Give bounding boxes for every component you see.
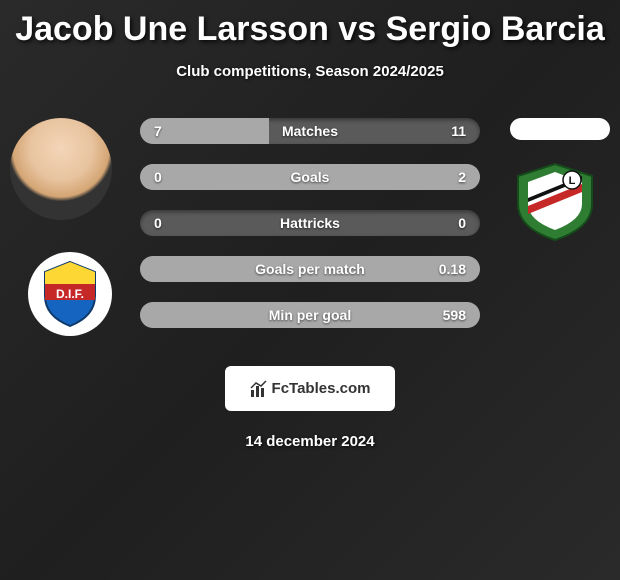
player-right-photo <box>510 118 610 140</box>
svg-text:L: L <box>569 175 576 187</box>
chart-icon <box>250 380 268 398</box>
stat-label: Matches <box>282 123 338 139</box>
stat-row: Min per goal 598 <box>140 302 480 328</box>
stat-value-left: 7 <box>154 123 162 139</box>
subtitle: Club competitions, Season 2024/2025 <box>0 63 620 80</box>
stat-row: 0 Hattricks 0 <box>140 210 480 236</box>
stat-value-left: 0 <box>154 169 162 185</box>
legia-shield-icon: L <box>510 162 600 242</box>
stat-label: Min per goal <box>269 307 351 323</box>
stat-row: 7 Matches 11 <box>140 118 480 144</box>
stat-value-left: 0 <box>154 215 162 231</box>
page-title: Jacob Une Larsson vs Sergio Barcia <box>0 0 620 49</box>
stat-value-right: 598 <box>443 307 466 323</box>
stat-label: Goals <box>291 169 330 185</box>
date-text: 14 december 2024 <box>0 433 620 450</box>
stat-row: 0 Goals 2 <box>140 164 480 190</box>
dif-shield-icon: D.I.F. <box>40 260 100 328</box>
club-logo-right: L <box>510 162 610 246</box>
stat-label: Hattricks <box>280 215 340 231</box>
svg-text:D.I.F.: D.I.F. <box>56 287 84 301</box>
stats-area: D.I.F. L 7 Matches 11 0 Goals 2 0 Hattricks 0 Goa… <box>0 118 620 348</box>
stat-value-right: 2 <box>458 169 466 185</box>
stat-bars: 7 Matches 11 0 Goals 2 0 Hattricks 0 Goals per ma… <box>140 118 480 348</box>
branding-text: FcTables.com <box>272 380 371 397</box>
fctables-branding: FcTables.com <box>225 366 395 411</box>
stat-value-right: 11 <box>451 123 466 139</box>
stat-value-right: 0.18 <box>439 261 466 277</box>
club-logo-left: D.I.F. <box>28 252 112 336</box>
stat-value-right: 0 <box>458 215 466 231</box>
stat-label: Goals per match <box>255 261 365 277</box>
player-left-photo <box>10 118 112 220</box>
stat-row: Goals per match 0.18 <box>140 256 480 282</box>
